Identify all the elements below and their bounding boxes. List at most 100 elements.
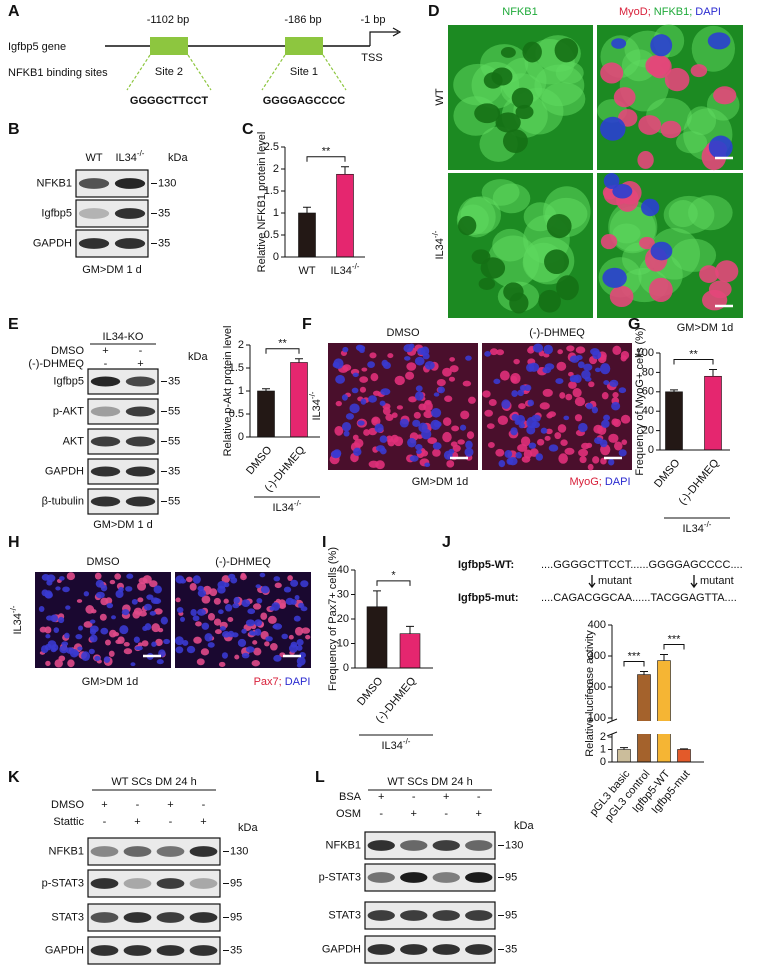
cell [417, 347, 426, 356]
cell [149, 611, 157, 616]
blot-band [90, 406, 121, 417]
stain-part: NFKB1 [502, 6, 537, 18]
cell [418, 403, 427, 411]
cell [465, 440, 473, 449]
blot-band [90, 496, 121, 507]
sequence-name: Igfbp5-mut: [458, 592, 518, 604]
cell [587, 463, 594, 471]
cell [342, 364, 352, 372]
cell [197, 589, 207, 598]
cell [527, 399, 535, 407]
cell [497, 415, 509, 426]
superscript: -/- [352, 262, 360, 271]
y-axis-label: Frequency of Pax7+ cells (%) [327, 547, 339, 691]
cell [193, 636, 202, 644]
cell [138, 577, 148, 585]
cell [539, 402, 550, 410]
mutation-arrow [690, 575, 698, 589]
site-sequence: GGGGAGCCCC [263, 95, 346, 107]
cell [361, 367, 368, 372]
cell [408, 343, 415, 349]
row-label: IL34-/- [431, 230, 446, 259]
blot-band [432, 840, 460, 851]
panel-label: F [302, 316, 312, 333]
treatment-sign: - [444, 808, 448, 820]
panel-label: B [8, 121, 20, 138]
binding-site [285, 37, 323, 55]
cell [141, 640, 149, 647]
kda-label: 95 [505, 909, 517, 921]
cell [65, 647, 75, 654]
cell [568, 381, 577, 389]
cell [67, 659, 75, 668]
cell [213, 597, 221, 605]
blot-band [189, 912, 218, 923]
x-tick-label: DMSO [244, 444, 275, 477]
blot-band [90, 912, 119, 923]
cell [66, 572, 76, 581]
cell [104, 639, 111, 646]
column-label: (-)-DHMEQ [215, 556, 271, 568]
cell [462, 380, 472, 387]
cell [298, 602, 305, 609]
cell [546, 412, 553, 419]
treatment-sign: - [104, 358, 108, 370]
treatment-sign: - [136, 799, 140, 811]
site-name: Site 2 [155, 66, 183, 78]
bar [617, 749, 631, 763]
cell [498, 460, 506, 468]
cell [221, 575, 230, 584]
cell [58, 576, 65, 581]
site-sequence: GGGGCTTCCT [130, 95, 208, 107]
group-label: IL34-/- [683, 520, 712, 535]
cell [133, 607, 143, 615]
bar [704, 375, 722, 451]
blot-band [123, 846, 152, 857]
panel-label: A [8, 3, 20, 20]
error-bar [660, 653, 668, 661]
significance: ** [689, 348, 698, 360]
cell [137, 642, 143, 647]
treatment-name: OSM [336, 808, 361, 820]
blot-band [123, 878, 152, 889]
cell [121, 609, 130, 616]
panel-label: L [315, 769, 325, 786]
cell [345, 413, 355, 420]
superscript: -/- [137, 149, 145, 158]
cell [296, 656, 306, 666]
treatment-sign: - [103, 816, 107, 828]
y-tick-label: 0 [238, 431, 244, 443]
cell [424, 462, 431, 468]
blot-band [125, 376, 156, 387]
blot-band [465, 840, 493, 851]
blot-band [90, 466, 121, 477]
cell [252, 640, 258, 645]
cell [422, 352, 430, 360]
y-tick-label: 20 [642, 425, 654, 437]
cell [492, 228, 529, 262]
blot-band [189, 846, 218, 857]
panel-label: I [322, 534, 326, 551]
treatment-sign: + [102, 345, 108, 357]
y-tick-label: 1 [273, 207, 279, 219]
cell [442, 431, 452, 443]
cell [583, 363, 593, 371]
cell [150, 597, 160, 604]
cell [478, 277, 496, 290]
cell [405, 371, 415, 380]
cell [217, 580, 227, 589]
cell [207, 613, 216, 621]
cell [100, 627, 109, 635]
kda-title: kDa [514, 820, 534, 832]
cell [94, 572, 102, 580]
cell [579, 456, 587, 464]
cell [564, 447, 575, 455]
error-bar [670, 389, 678, 392]
cell [119, 625, 129, 635]
cell [451, 425, 460, 432]
cell [466, 431, 475, 440]
site-zoom [261, 54, 347, 91]
cell [379, 435, 388, 443]
cell [648, 277, 673, 302]
cell [526, 363, 535, 372]
